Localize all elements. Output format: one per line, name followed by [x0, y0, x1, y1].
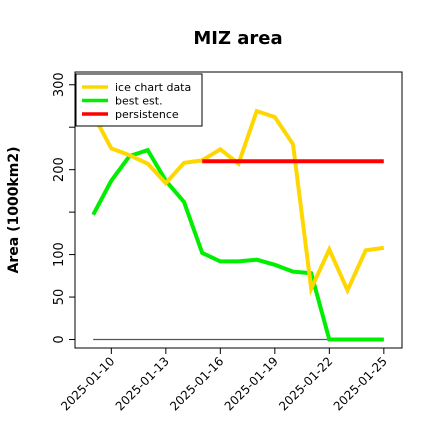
x-tick-label: 2025-01-19 [222, 354, 281, 413]
legend-label: persistence [115, 108, 179, 121]
x-axis: 2025-01-102025-01-132025-01-162025-01-19… [58, 348, 390, 413]
legend-label: ice chart data [115, 81, 191, 94]
y-tick-label: 100 [52, 242, 67, 267]
y-axis-label: Area (1000km2) [6, 147, 22, 274]
series-layer [91, 108, 385, 342]
x-tick-label: 2025-01-10 [58, 354, 117, 413]
series-line-best-est [91, 147, 384, 342]
y-tick-label: 200 [52, 157, 67, 182]
y-tick-label: 0 [52, 335, 67, 343]
y-axis: 0 50 100 200 300 [52, 72, 75, 344]
x-tick-label: 2025-01-25 [331, 354, 390, 413]
x-tick-label: 2025-01-13 [113, 354, 172, 413]
x-tick-label: 2025-01-16 [167, 354, 226, 413]
y-tick-label: 300 [52, 72, 67, 97]
plot-frame [74, 71, 403, 349]
series-line-ice-chart-data [91, 108, 385, 296]
x-tick-label: 2025-01-22 [276, 354, 335, 413]
chart-title: MIZ area [193, 28, 282, 49]
plot-area [74, 71, 403, 349]
legend-label: best est. [115, 95, 163, 108]
y-tick-label: 50 [52, 289, 67, 306]
